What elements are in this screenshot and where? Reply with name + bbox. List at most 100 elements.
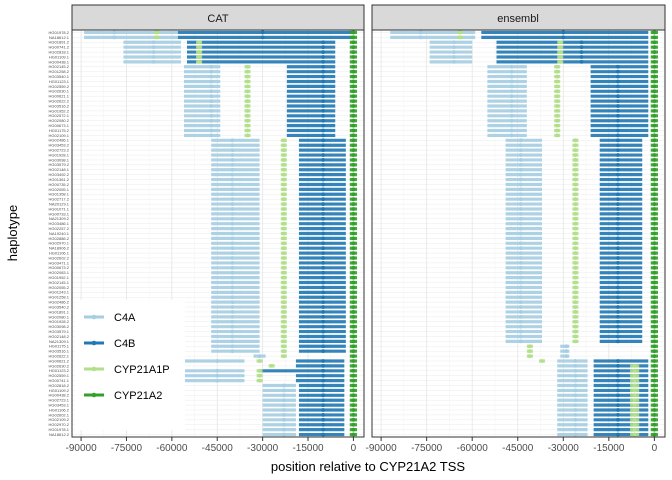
haplotype-label: HG03098.1 (49, 157, 70, 162)
point-cyp21a2 (351, 236, 356, 241)
point-cyp21a2 (652, 45, 657, 50)
point-cyp21a2 (652, 89, 657, 94)
point-c4a (151, 40, 156, 45)
point-cyp21a1p (555, 99, 560, 104)
point-cyp21a1p (281, 216, 286, 221)
point-c4b (321, 187, 326, 192)
haplotype-label: HG02083.1 (49, 270, 70, 275)
point-c4a (230, 280, 235, 285)
haplotype-label: HG02055.2 (49, 285, 70, 290)
haplotype-label: HG01109.2 (49, 388, 70, 393)
point-cyp21a2 (652, 280, 657, 285)
point-cyp21a1p (573, 192, 578, 197)
point-c4a (518, 246, 523, 251)
point-c4a (209, 109, 214, 113)
point-cyp21a1p (281, 295, 286, 300)
point-cyp21a2 (652, 167, 657, 172)
point-c4b (321, 363, 326, 368)
point-cyp21a1p (281, 280, 286, 285)
x-tick-label: -90000 (66, 443, 98, 454)
point-c4a (509, 69, 514, 74)
point-c4a (518, 310, 523, 314)
point-cyp21a1p (245, 89, 250, 94)
point-cyp21a2 (351, 383, 356, 388)
haplotype-label: HG01358.1 (49, 192, 70, 197)
point-cyp21a1p (245, 84, 250, 89)
point-cyp21a1p (573, 153, 578, 157)
point-cyp21a1p (245, 99, 250, 104)
point-cyp21a1p (527, 354, 532, 358)
point-c4b (260, 35, 265, 40)
haplotype-label: HG01928.1 (49, 152, 70, 157)
haplotype-label: HG01258.1 (49, 295, 70, 300)
point-c4a (518, 211, 523, 216)
point-c4b (616, 432, 620, 437)
point-cyp21a2 (652, 398, 657, 403)
point-cyp21a1p (555, 104, 560, 108)
point-c4a (230, 305, 235, 309)
point-c4a (518, 187, 523, 192)
point-cyp21a2 (351, 319, 356, 324)
point-c4a (281, 393, 286, 398)
haplotype-label: HG02109.1 (49, 133, 70, 138)
haplotype-label: HG01106.1 (49, 251, 70, 256)
point-cyp21a1p (573, 138, 578, 143)
point-c4a (509, 109, 514, 113)
point-cyp21a1p (573, 270, 578, 275)
legend-label: C4A (114, 312, 136, 324)
haplotype-label: HG02559.2 (49, 84, 70, 89)
point-cyp21a1p (281, 187, 286, 192)
haplotype-label: NA18906.2 (49, 246, 70, 251)
haplotype-label: HG03579.2 (49, 162, 70, 167)
x-tick-label: -30000 (548, 443, 580, 454)
point-cyp21a2 (351, 314, 356, 319)
haplotype-label: HG01952.2 (49, 108, 70, 113)
point-c4a (230, 158, 235, 162)
point-c4a (209, 94, 214, 99)
point-c4b (616, 172, 620, 177)
point-c4b (579, 50, 584, 54)
point-c4a (452, 45, 456, 50)
point-cyp21a1p (632, 378, 637, 383)
point-c4b (321, 305, 326, 309)
point-c4a (281, 432, 286, 437)
point-cyp21a2 (652, 113, 657, 118)
point-c4b (321, 403, 326, 408)
point-cyp21a2 (652, 94, 657, 99)
point-cyp21a2 (351, 79, 356, 84)
point-c4b (321, 270, 326, 275)
point-c4a (518, 236, 523, 241)
point-c4b (616, 74, 620, 79)
point-c4a (573, 393, 578, 398)
point-c4a (509, 128, 514, 133)
point-cyp21a1p (573, 231, 578, 236)
point-cyp21a1p (573, 280, 578, 285)
point-cyp21a1p (281, 324, 286, 329)
point-cyp21a2 (652, 368, 657, 373)
point-c4a (230, 275, 235, 280)
point-c4a (518, 334, 523, 339)
point-c4a (230, 172, 235, 177)
point-c4b (321, 158, 326, 162)
point-cyp21a2 (351, 162, 356, 167)
point-c4b (616, 329, 620, 334)
x-tick-label: -60000 (156, 443, 188, 454)
point-c4b (616, 84, 620, 89)
point-cyp21a1p (632, 432, 637, 437)
point-c4a (573, 388, 578, 393)
point-cyp21a2 (652, 133, 657, 138)
point-cyp21a2 (652, 417, 657, 422)
point-c4a (418, 30, 423, 35)
point-cyp21a1p (555, 113, 560, 118)
point-cyp21a2 (351, 413, 356, 417)
point-c4a (151, 59, 156, 64)
point-c4b (321, 314, 326, 319)
point-cyp21a1p (281, 231, 286, 236)
haplotype-label: HG02602.2 (49, 255, 70, 260)
haplotype-label: HG01891.2 (49, 40, 70, 45)
point-c4b (321, 109, 326, 113)
point-c4a (209, 74, 214, 79)
point-cyp21a2 (652, 305, 657, 309)
point-c4b (321, 329, 326, 334)
